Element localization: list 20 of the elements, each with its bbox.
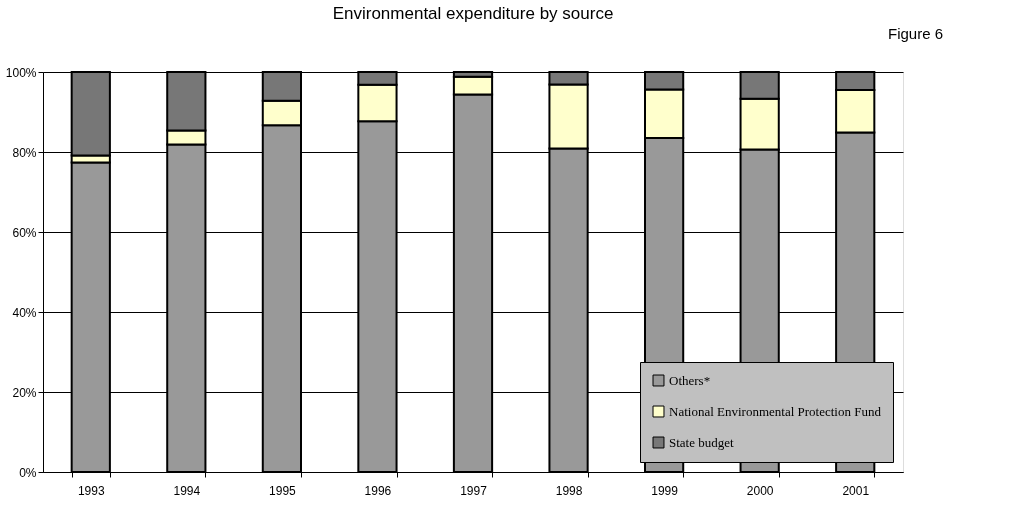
chart-title: Environmental expenditure by source bbox=[332, 4, 614, 23]
y-tick-label: 100% bbox=[5, 65, 37, 80]
legend-label: National Environmental Protection Fund bbox=[669, 403, 882, 419]
x-tick-label: 1997 bbox=[460, 483, 488, 498]
y-tick-label: 40% bbox=[12, 305, 37, 320]
x-tick-label: 1995 bbox=[269, 483, 297, 498]
legend-label: State budget bbox=[669, 434, 735, 450]
legend-label: Others* bbox=[669, 372, 711, 388]
x-tick-label: 1996 bbox=[364, 483, 392, 498]
x-tick-label: 2001 bbox=[842, 483, 870, 498]
y-tick-label: 0% bbox=[19, 465, 37, 480]
y-tick-label: 80% bbox=[12, 145, 37, 160]
caption: Figure 6 bbox=[887, 25, 943, 42]
y-tick-label: 60% bbox=[12, 225, 37, 240]
x-tick-label: 1999 bbox=[651, 483, 679, 498]
y-tick-label: 20% bbox=[12, 385, 37, 400]
x-tick-label: 1994 bbox=[173, 483, 201, 498]
x-tick-label: 2000 bbox=[746, 483, 774, 498]
x-tick-label: 1998 bbox=[555, 483, 583, 498]
x-tick-label: 1993 bbox=[77, 483, 105, 498]
